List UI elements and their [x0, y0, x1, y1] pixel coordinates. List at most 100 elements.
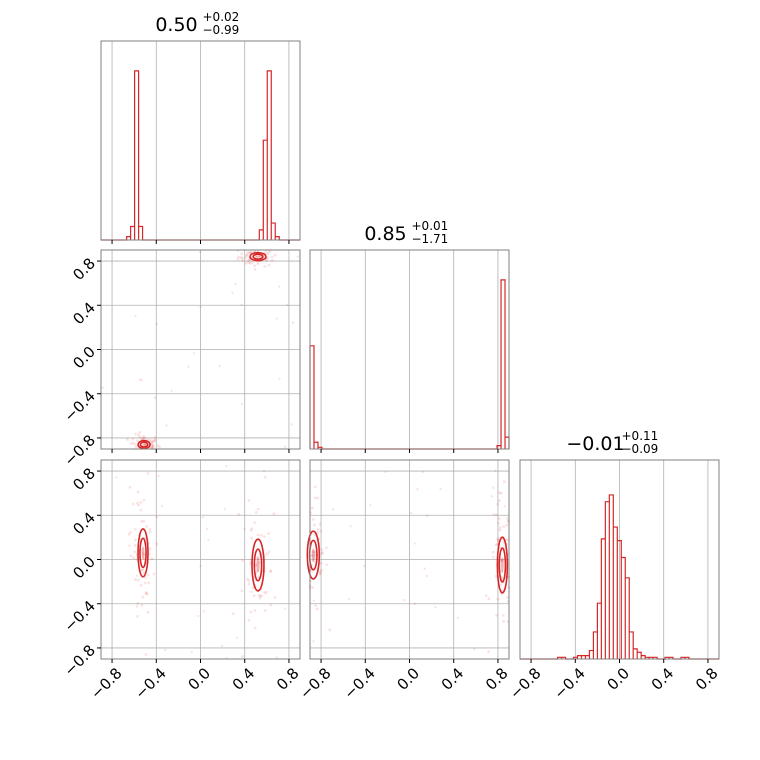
scatter-bg-2-1-20	[363, 564, 366, 568]
scatter-point-1-0-0-8	[248, 262, 252, 265]
x-tick-label-2-2: 0.0	[603, 664, 633, 694]
scatter-point-2-1-0-16	[316, 531, 319, 534]
scatter-point-2-0-0-43	[146, 471, 150, 475]
scatter-point-1-0-0-6	[246, 253, 249, 257]
scatter-point-1-0-1-67	[152, 440, 156, 444]
scatter-bg-2-0-11	[202, 610, 205, 613]
scatter-point-2-1-1-64	[497, 521, 500, 525]
scatter-bg-1-0-0	[138, 378, 142, 381]
scatter-point-2-0-0-54	[141, 595, 145, 599]
scatter-point-2-0-1-22	[258, 561, 262, 564]
scatter-point-1-0-1-41	[131, 437, 135, 441]
scatter-point-2-0-0-55	[136, 578, 140, 582]
title-plus-p1: +0.01	[412, 219, 449, 233]
scatter-point-2-1-0-47	[313, 556, 316, 560]
title-minus-p0: −0.99	[203, 23, 240, 37]
scatter-point-1-0-1-6	[134, 444, 138, 447]
title-value-p2: −0.01	[566, 433, 624, 455]
scatter-point-2-0-0-34	[133, 527, 137, 531]
scatter-point-1-0-1-15	[151, 444, 155, 448]
scatter-bg-2-0-6	[128, 544, 131, 547]
scatter-point-2-0-1-40	[231, 612, 235, 616]
scatter-point-2-0-0-58	[140, 519, 144, 523]
scatter-bg-2-1-22	[410, 511, 413, 515]
contour-core-2-1-1	[500, 557, 504, 573]
scatter-point-2-1-1-66	[499, 583, 503, 586]
y-tick-label-1-0: −0.8	[61, 431, 99, 469]
scatter-point-2-1-1-58	[497, 517, 501, 521]
scatter-point-2-1-0-51	[311, 586, 315, 589]
scatter-point-2-0-0-65	[136, 490, 140, 494]
scatter-point-1-0-1-19	[142, 435, 145, 438]
scatter-point-1-0-0-50	[250, 260, 254, 264]
scatter-point-2-1-0-6	[312, 550, 316, 554]
contour-outer-2-0-0	[137, 528, 149, 578]
scatter-bg-1-0-6	[153, 396, 157, 400]
scatter-point-2-1-1-67	[494, 543, 498, 547]
scatter-bg-2-0-16	[283, 607, 287, 610]
scatter-point-2-0-0-68	[136, 503, 140, 507]
histogram-p0	[101, 70, 300, 241]
scatter-bg-1-0-14	[134, 314, 137, 318]
scatter-bg-1-0-13	[278, 285, 281, 288]
contour-mid-1-0-1	[139, 441, 149, 448]
scatter-point-2-0-1-65	[272, 512, 276, 515]
contour-mid-2-0-1	[253, 548, 263, 582]
scatter-bg-2-0-18	[262, 469, 266, 473]
scatter-point-2-1-1-12	[495, 513, 498, 517]
scatter-point-2-0-0-32	[128, 485, 132, 489]
scatter-point-1-0-0-46	[241, 259, 245, 262]
scatter-point-1-0-0-67	[246, 251, 249, 255]
scatter-point-1-0-0-66	[247, 261, 251, 264]
scatter-point-1-0-1-31	[143, 436, 147, 440]
scatter-point-1-0-1-53	[132, 441, 136, 445]
scatter-bg-2-0-15	[220, 644, 224, 647]
scatter-point-2-0-1-68	[263, 609, 267, 612]
scatter-point-2-1-0-22	[311, 553, 315, 557]
scatter-bg-1-0-4	[218, 364, 221, 368]
scatter-point-2-1-0-21	[310, 506, 314, 510]
scatter-bg-2-0-1	[207, 538, 210, 541]
scatter-point-1-0-1-20	[135, 439, 139, 443]
scatter-point-2-1-1-55	[496, 537, 500, 540]
scatter-bg-1-0-9	[234, 283, 237, 286]
scatter-bg-1-0-16	[296, 255, 300, 258]
contour-outer-2-1-0	[306, 530, 321, 580]
title-value-p1: 0.85	[364, 223, 406, 245]
scatter-point-2-1-0-5	[325, 563, 329, 567]
scatter-point-2-1-0-9	[328, 628, 332, 632]
scatter-point-2-0-0-11	[133, 538, 137, 542]
scatter-bg-1-0-8	[165, 424, 168, 427]
scatter-point-1-0-0-62	[270, 255, 274, 259]
scatter-point-2-0-1-28	[249, 610, 253, 614]
scatter-point-2-1-0-65	[311, 517, 315, 521]
contour-core-1-0-0	[255, 255, 261, 258]
scatter-point-2-1-0-37	[320, 552, 324, 555]
scatter-point-2-1-1-43	[484, 594, 488, 598]
scatter-point-2-1-1-40	[498, 491, 502, 495]
scatter-point-1-0-1-24	[137, 433, 141, 437]
scatter-point-1-0-1-7	[141, 436, 145, 440]
scatter-point-2-0-0-15	[150, 557, 154, 560]
scatter-bg-2-1-7	[384, 470, 387, 474]
scatter-point-2-1-1-33	[501, 558, 505, 562]
scatter-point-2-1-1-27	[505, 523, 509, 527]
scatter-point-2-0-0-18	[135, 501, 139, 505]
scatter-point-2-1-0-57	[312, 559, 315, 563]
scatter-bg-2-0-4	[199, 564, 202, 568]
scatter-point-1-0-1-28	[134, 432, 137, 436]
scatter-bg-2-1-5	[347, 597, 351, 601]
scatter-point-2-1-0-18	[316, 527, 320, 531]
x-tick-label-1-0: −0.8	[296, 664, 334, 702]
scatter-point-2-0-1-17	[253, 609, 257, 612]
scatter-bg-2-1-6	[456, 616, 460, 620]
y-tick-label-2-0: −0.8	[61, 641, 99, 679]
x-tick-label-2-3: 0.4	[648, 664, 678, 694]
scatter-bg-1-0-3	[155, 322, 158, 325]
scatter-point-2-1-1-16	[498, 528, 502, 532]
scatter-point-2-1-0-4	[315, 607, 319, 611]
x-tick-label-0-3: 0.4	[229, 664, 259, 694]
scatter-point-2-0-0-30	[133, 544, 137, 547]
scatter-point-2-0-0-48	[155, 515, 159, 519]
scatter-point-2-0-1-69	[255, 569, 259, 573]
